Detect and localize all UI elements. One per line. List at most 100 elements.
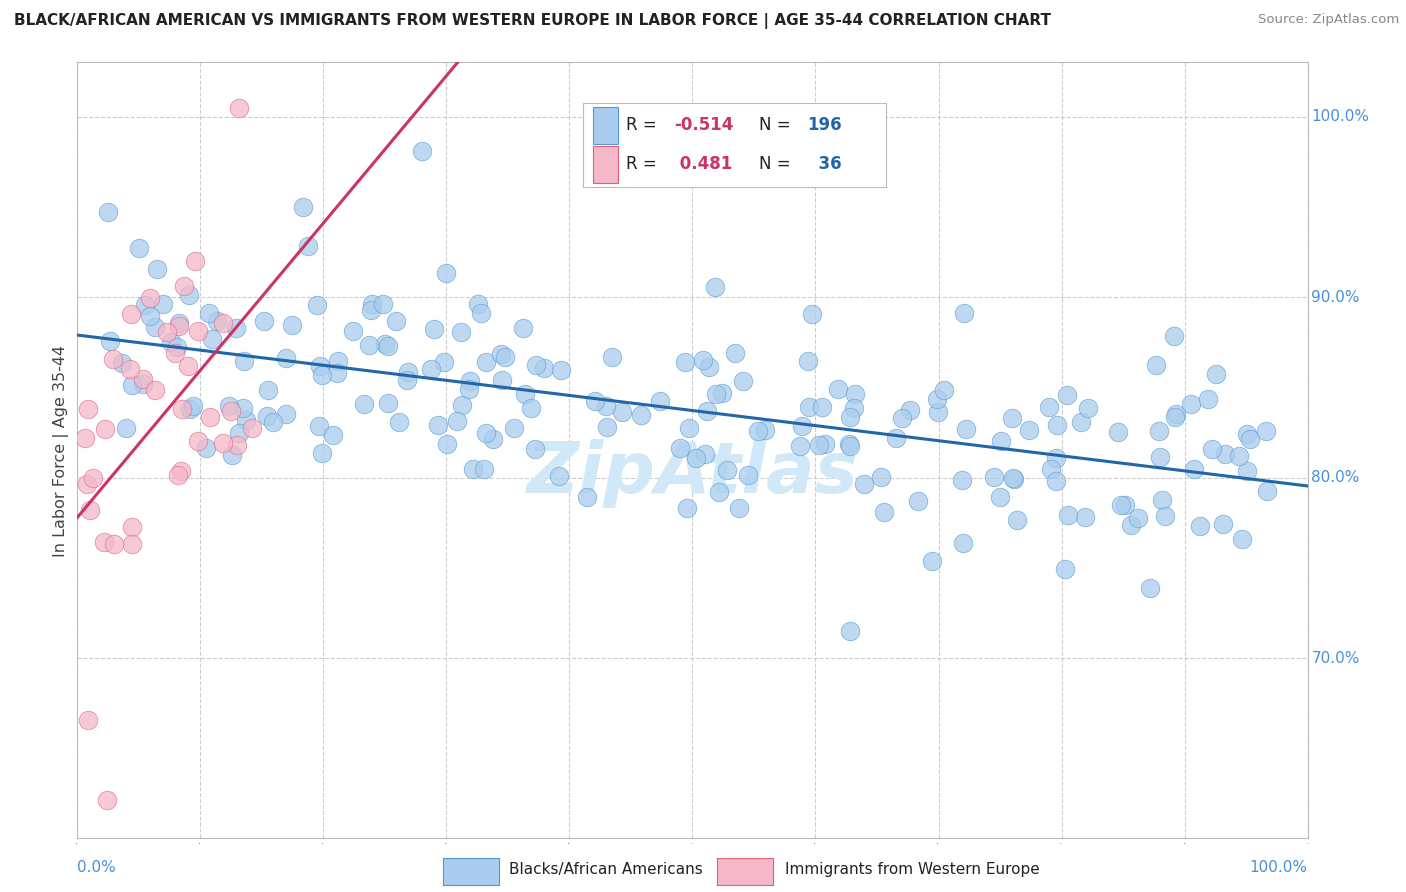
- Point: [446, 414, 468, 428]
- Point: [1108, 425, 1130, 440]
- Point: [388, 416, 411, 430]
- Point: [1121, 517, 1143, 532]
- Text: 90.0%: 90.0%: [1312, 290, 1360, 304]
- Point: [695, 446, 717, 460]
- Point: [515, 386, 537, 401]
- Text: R =: R =: [626, 117, 657, 135]
- Point: [1254, 424, 1277, 438]
- Point: [1056, 388, 1078, 402]
- Text: BLACK/AFRICAN AMERICAN VS IMMIGRANTS FROM WESTERN EUROPE IN LABOR FORCE | AGE 35: BLACK/AFRICAN AMERICAN VS IMMIGRANTS FRO…: [14, 13, 1052, 29]
- Point: [297, 239, 319, 253]
- Text: N =: N =: [759, 117, 790, 135]
- Text: 80.0%: 80.0%: [1312, 470, 1360, 485]
- Point: [811, 401, 834, 415]
- Point: [1163, 329, 1185, 343]
- Text: R =: R =: [626, 155, 657, 173]
- Y-axis label: In Labor Force | Age 35-44: In Labor Force | Age 35-44: [53, 344, 69, 557]
- Point: [172, 401, 194, 416]
- Point: [173, 278, 195, 293]
- Point: [253, 314, 276, 328]
- Point: [827, 382, 849, 396]
- Point: [436, 437, 458, 451]
- Point: [990, 434, 1012, 448]
- Point: [697, 359, 720, 374]
- Point: [870, 470, 893, 484]
- Point: [1256, 483, 1278, 498]
- Point: [211, 316, 233, 330]
- Text: 100.0%: 100.0%: [1250, 860, 1308, 875]
- Point: [218, 400, 240, 414]
- Point: [710, 386, 733, 401]
- Point: [411, 144, 433, 158]
- Point: [696, 404, 718, 418]
- Point: [595, 399, 617, 413]
- Point: [450, 325, 472, 339]
- Point: [839, 624, 862, 638]
- Point: [955, 422, 977, 436]
- Point: [754, 423, 776, 437]
- Point: [305, 297, 328, 311]
- Point: [385, 314, 408, 328]
- Point: [950, 473, 973, 487]
- Point: [533, 360, 555, 375]
- Point: [308, 419, 330, 434]
- Point: [311, 368, 333, 382]
- Point: [281, 318, 304, 333]
- Text: Source: ZipAtlas.com: Source: ZipAtlas.com: [1258, 13, 1399, 27]
- Point: [494, 351, 516, 365]
- Point: [176, 359, 198, 373]
- Point: [103, 536, 125, 550]
- Point: [813, 437, 835, 451]
- Point: [371, 297, 394, 311]
- Point: [73, 431, 96, 445]
- Text: 36: 36: [807, 155, 842, 173]
- Point: [1188, 519, 1211, 533]
- Point: [77, 714, 100, 728]
- Point: [1001, 471, 1024, 485]
- Point: [1164, 407, 1187, 421]
- Text: -0.514: -0.514: [675, 117, 734, 135]
- Point: [184, 254, 207, 268]
- Point: [1045, 450, 1067, 465]
- Point: [1163, 409, 1185, 424]
- Point: [325, 366, 347, 380]
- Point: [420, 361, 443, 376]
- Bar: [592, 145, 619, 183]
- Point: [101, 352, 124, 367]
- Point: [716, 463, 738, 477]
- Point: [884, 431, 907, 445]
- Point: [1150, 492, 1173, 507]
- Point: [326, 354, 349, 368]
- Point: [934, 383, 956, 397]
- Point: [842, 401, 865, 415]
- Text: ZipAtlas: ZipAtlas: [527, 439, 858, 508]
- Point: [94, 421, 117, 435]
- Point: [467, 297, 489, 311]
- Point: [232, 353, 254, 368]
- Point: [179, 288, 201, 302]
- Point: [110, 356, 132, 370]
- Point: [512, 321, 534, 335]
- Point: [82, 471, 104, 485]
- Point: [1126, 510, 1149, 524]
- Point: [131, 377, 153, 392]
- Point: [115, 421, 138, 435]
- Point: [395, 373, 418, 387]
- Point: [1154, 509, 1177, 524]
- Point: [276, 407, 298, 421]
- Point: [225, 321, 247, 335]
- Point: [377, 396, 399, 410]
- Point: [187, 434, 209, 449]
- Point: [952, 536, 974, 550]
- Point: [596, 420, 619, 434]
- Point: [704, 387, 727, 401]
- Text: 70.0%: 70.0%: [1312, 650, 1360, 665]
- Point: [167, 316, 190, 330]
- Point: [434, 266, 457, 280]
- Point: [93, 534, 115, 549]
- Point: [422, 322, 444, 336]
- Point: [1007, 513, 1029, 527]
- Point: [360, 303, 382, 318]
- Point: [96, 793, 118, 807]
- Point: [724, 345, 747, 359]
